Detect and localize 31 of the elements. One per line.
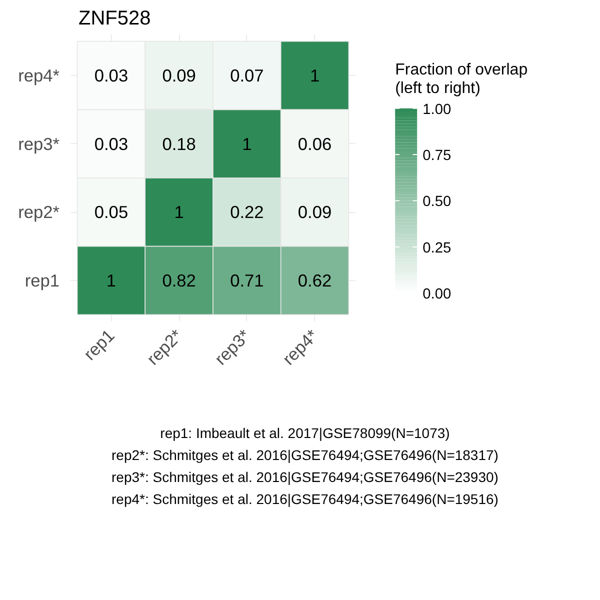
data-label: 0.71 bbox=[230, 270, 264, 290]
color-bar-label: 1.00 bbox=[422, 102, 452, 118]
y-tick-label: rep3* bbox=[18, 134, 60, 154]
data-label: 1 bbox=[242, 134, 252, 154]
text: rep2*: Schmitges et al. 2016|GSE76494;GSE76496(N=18317) bbox=[110, 446, 500, 465]
data-label: 0.62 bbox=[298, 270, 332, 290]
text: rep4*: Schmitges et al. 2016|GSE76494;GSE76496(N=19516) bbox=[110, 490, 500, 509]
text: rep1: Imbeault et al. 2017|GSE78099(N=1073) bbox=[159, 424, 451, 443]
data-label: 0.05 bbox=[94, 202, 128, 222]
data-label: 0.06 bbox=[298, 134, 332, 154]
color-bar-label: 0.00 bbox=[422, 286, 452, 303]
color-bar-label: 0.50 bbox=[422, 194, 452, 210]
data-label: 1 bbox=[106, 270, 116, 290]
data-label: 0.09 bbox=[298, 202, 332, 222]
data-label: 1 bbox=[174, 202, 184, 222]
color-bar-label: 0.75 bbox=[422, 148, 452, 164]
y-tick-label: rep2* bbox=[18, 202, 60, 222]
chart-title: ZNF528 bbox=[78, 8, 151, 30]
data-label: 0.18 bbox=[162, 134, 196, 154]
data-label: 0.07 bbox=[230, 66, 264, 86]
color-bar-label: 0.25 bbox=[422, 240, 452, 256]
data-label: 0.03 bbox=[94, 134, 128, 154]
data-label: 0.82 bbox=[162, 270, 196, 290]
y-tick-label: rep1 bbox=[24, 270, 60, 290]
data-label: 0.03 bbox=[94, 66, 128, 86]
data-label: 1 bbox=[310, 66, 320, 86]
color-bar-title: Fraction of overlap (left to right) bbox=[395, 61, 528, 98]
text: rep3*: Schmitges et al. 2016|GSE76494;GSE76496(N=23930) bbox=[110, 468, 500, 487]
data-label: 0.22 bbox=[230, 202, 264, 222]
data-label: 0.09 bbox=[162, 66, 196, 86]
y-tick-label: rep4* bbox=[18, 66, 60, 86]
